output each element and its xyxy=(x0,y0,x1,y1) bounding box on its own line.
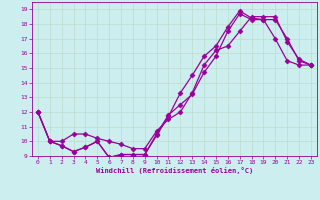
X-axis label: Windchill (Refroidissement éolien,°C): Windchill (Refroidissement éolien,°C) xyxy=(96,167,253,174)
